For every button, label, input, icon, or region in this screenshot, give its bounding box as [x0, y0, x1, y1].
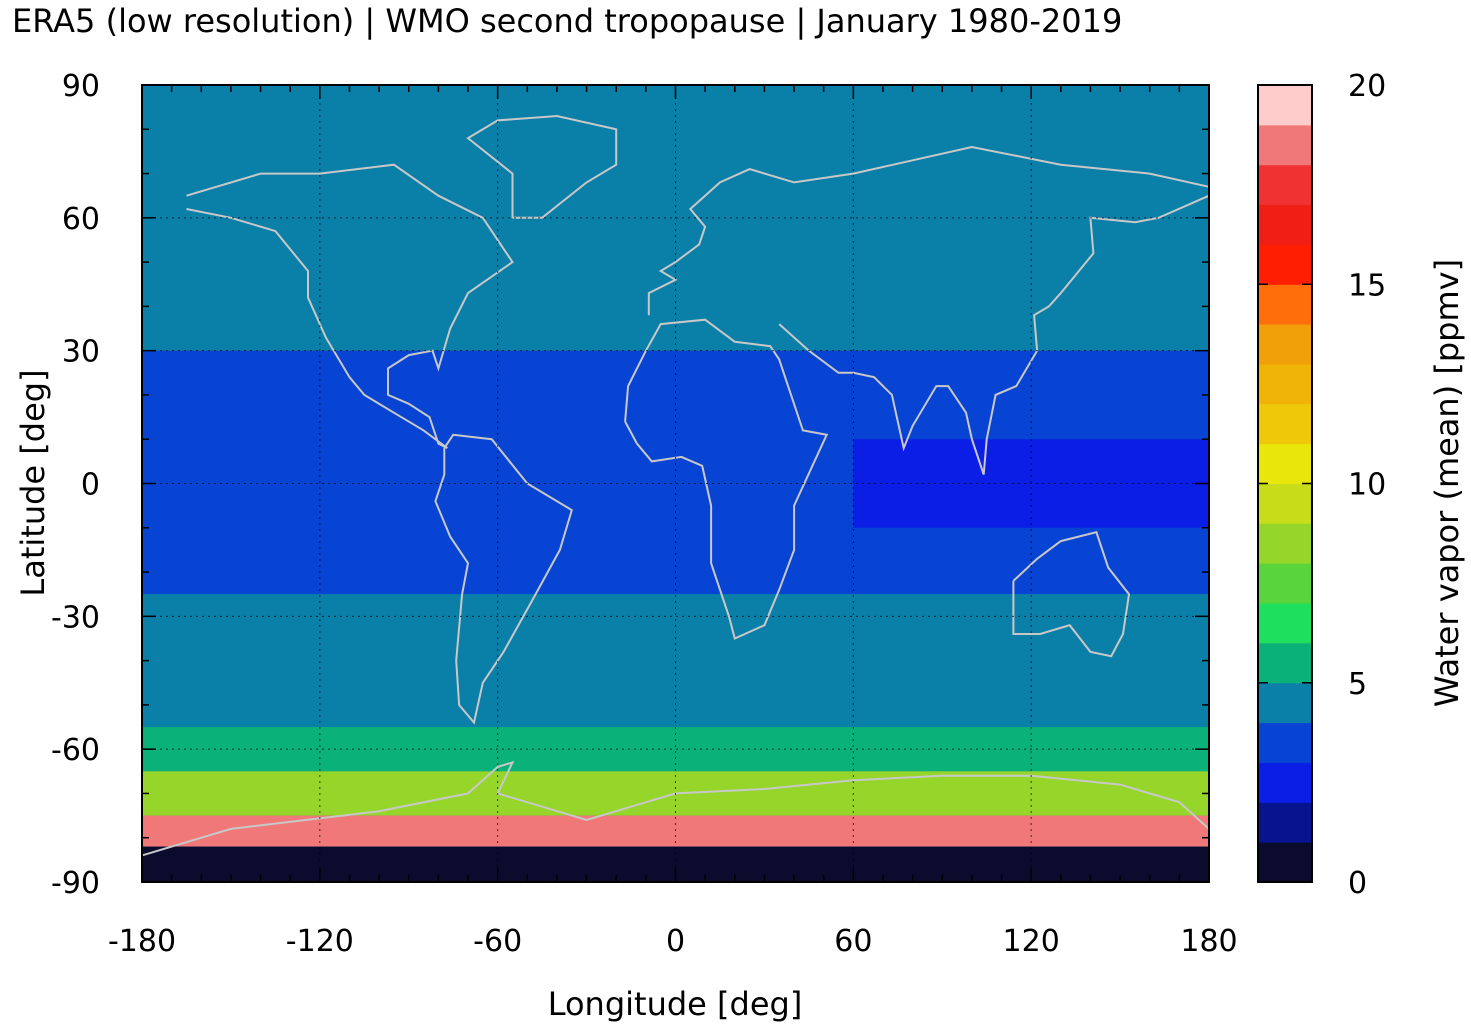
colorbar-segment-19 — [1258, 85, 1312, 126]
y-tick-labels: 90 60 30 0 -30 -60 -90 — [51, 69, 100, 901]
colorbar-segment-8 — [1258, 523, 1312, 564]
coastline-segment-6 — [466, 114, 618, 219]
colorbar-segment-17 — [1258, 164, 1312, 206]
x-tick-label-3: 0 — [666, 924, 685, 959]
colorbar — [1257, 84, 1313, 883]
colorbar-tick-label-3: 5 — [1348, 667, 1367, 702]
coastline-segment-4 — [778, 194, 1210, 475]
colorbar-segment-9 — [1258, 483, 1312, 524]
colorbar-tick-label-4: 0 — [1348, 866, 1367, 901]
x-tick-label-4: 60 — [834, 924, 872, 959]
y-tick-label-6: -90 — [51, 866, 100, 901]
y-tick-label-5: -60 — [51, 733, 100, 768]
colorbar-segment-11 — [1258, 403, 1312, 445]
y-tick-label-4: -30 — [51, 600, 100, 635]
y-tick-label-1: 60 — [62, 202, 100, 237]
coastline-segment-0 — [186, 163, 514, 449]
colorbar-segment-15 — [1258, 244, 1312, 285]
coastline-segment-2 — [624, 318, 829, 640]
colorbar-segment-12 — [1258, 363, 1312, 405]
coastline-overlay — [141, 114, 1210, 857]
colorbar-label: Water vapor (mean) [ppmv] — [1428, 259, 1466, 707]
y-tick-label-3: 0 — [81, 468, 100, 503]
x-tick-label-6: 180 — [1180, 924, 1237, 959]
x-tick-label-1: -120 — [286, 924, 354, 959]
colorbar-segment-16 — [1258, 204, 1312, 245]
colorbar-segment-2 — [1258, 762, 1312, 803]
colorbar-segment-3 — [1258, 722, 1312, 763]
y-tick-label-0: 90 — [62, 69, 100, 104]
x-tick-label-0: -180 — [108, 924, 176, 959]
y-tick-label-2: 30 — [62, 335, 100, 370]
coastline-segment-5 — [1012, 531, 1131, 658]
heatmap-plot-area — [141, 84, 1210, 883]
chart-title: ERA5 (low resolution) | WMO second tropo… — [12, 2, 1122, 40]
coastline-segment-7 — [141, 760, 1210, 857]
colorbar-segment-5 — [1258, 642, 1312, 684]
colorbar-tick-labels: 20 15 10 5 0 — [1348, 69, 1386, 901]
colorbar-segment-7 — [1258, 563, 1312, 604]
x-axis-label: Longitude [deg] — [548, 985, 803, 1023]
axis-ticks — [141, 84, 1210, 883]
colorbar-segment-1 — [1258, 802, 1312, 843]
x-tick-label-5: 120 — [1003, 924, 1060, 959]
colorbar-segment-14 — [1258, 284, 1312, 325]
coastline-segment-3 — [647, 145, 1210, 316]
colorbar-segment-10 — [1258, 443, 1312, 484]
x-tick-labels: -180 -120 -60 0 60 120 180 — [108, 924, 1238, 959]
colorbar-segment-18 — [1258, 124, 1312, 166]
y-axis-label: Latitude [deg] — [14, 369, 52, 596]
colorbar-tick-label-2: 10 — [1348, 468, 1386, 503]
colorbar-segment-0 — [1258, 842, 1312, 883]
coastline-segment-1 — [434, 433, 573, 725]
colorbar-segment-6 — [1258, 603, 1312, 644]
gridlines — [142, 85, 1209, 882]
colorbar-tick-label-0: 20 — [1348, 69, 1386, 104]
colorbar-tick-label-1: 15 — [1348, 268, 1386, 303]
colorbar-segment-4 — [1258, 682, 1312, 724]
x-tick-label-2: -60 — [473, 924, 522, 959]
colorbar-segment-13 — [1258, 324, 1312, 365]
